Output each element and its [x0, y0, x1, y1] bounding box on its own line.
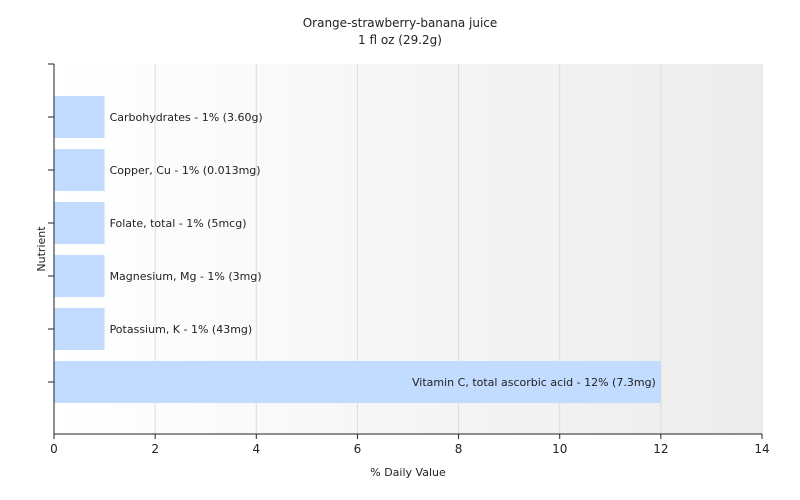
- bar-label: Folate, total - 1% (5mcg): [110, 217, 247, 230]
- x-tick-label: 14: [754, 442, 769, 456]
- x-tick-label: 12: [653, 442, 668, 456]
- x-axis-ticks: 0 2 4 6 8 10 12 14: [50, 434, 770, 456]
- bar: [54, 149, 105, 191]
- x-tick-label: 4: [252, 442, 260, 456]
- bar: [54, 255, 105, 297]
- x-axis-label: % Daily Value: [370, 466, 446, 479]
- x-tick-label: 0: [50, 442, 58, 456]
- x-tick-label: 8: [455, 442, 463, 456]
- bar-label: Vitamin C, total ascorbic acid - 12% (7.…: [412, 376, 656, 389]
- chart-title: Orange-strawberry-banana juice: [303, 16, 498, 30]
- bar: [54, 308, 105, 350]
- bar-label: Copper, Cu - 1% (0.013mg): [110, 164, 261, 177]
- x-tick-label: 10: [552, 442, 567, 456]
- bar: [54, 96, 105, 138]
- bar: [54, 361, 661, 403]
- bar-label: Carbohydrates - 1% (3.60g): [110, 111, 263, 124]
- y-axis-ticks: [48, 63, 54, 383]
- y-axis-label: Nutrient: [35, 226, 48, 272]
- x-tick-label: 2: [151, 442, 159, 456]
- x-tick-label: 6: [354, 442, 362, 456]
- bars: [54, 96, 661, 403]
- bar-label: Potassium, K - 1% (43mg): [110, 323, 253, 336]
- bar-labels: Carbohydrates - 1% (3.60g) Copper, Cu - 1…: [110, 111, 656, 389]
- chart-subtitle: 1 fl oz (29.2g): [358, 33, 442, 47]
- bar-label: Magnesium, Mg - 1% (3mg): [110, 270, 262, 283]
- bar: [54, 202, 105, 244]
